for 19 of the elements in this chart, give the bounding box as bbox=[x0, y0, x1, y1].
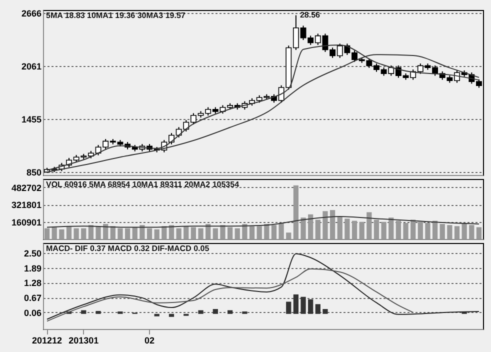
y-tick-label: 0.67 bbox=[24, 293, 42, 304]
y-tick-label: 0.06 bbox=[24, 308, 42, 318]
x-tick-label: 02 bbox=[144, 336, 155, 346]
y-tick-label: 482702 bbox=[11, 182, 42, 193]
y-tick-label: 2061 bbox=[21, 61, 42, 72]
y-tick-label: 160901 bbox=[11, 217, 42, 228]
y-tick-label: 2.50 bbox=[24, 248, 42, 258]
x-tick-label: 201212 bbox=[32, 336, 62, 346]
y-tick-label: 1.28 bbox=[24, 278, 42, 288]
y-tick-label: 1.89 bbox=[24, 263, 42, 274]
annotation: 28.56 bbox=[300, 10, 321, 20]
annotation: 5MA 18.83 10MA1 19.36 30MA3 19.57 bbox=[46, 11, 186, 20]
x-tick-label: 201301 bbox=[68, 336, 99, 346]
annotation: MACD- DIF 0.37 MACD 0.32 DIF-MACD 0.05 bbox=[46, 244, 210, 253]
y-tick-label: 1455 bbox=[21, 114, 42, 125]
annotation: VOL 60916 5MA 68954 10MA1 89311 20MA2 105354 bbox=[46, 180, 240, 189]
y-tick-label: 321801 bbox=[11, 200, 42, 210]
y-tick-label: 850 bbox=[26, 168, 42, 178]
y-tick-label: 2666 bbox=[21, 8, 42, 18]
